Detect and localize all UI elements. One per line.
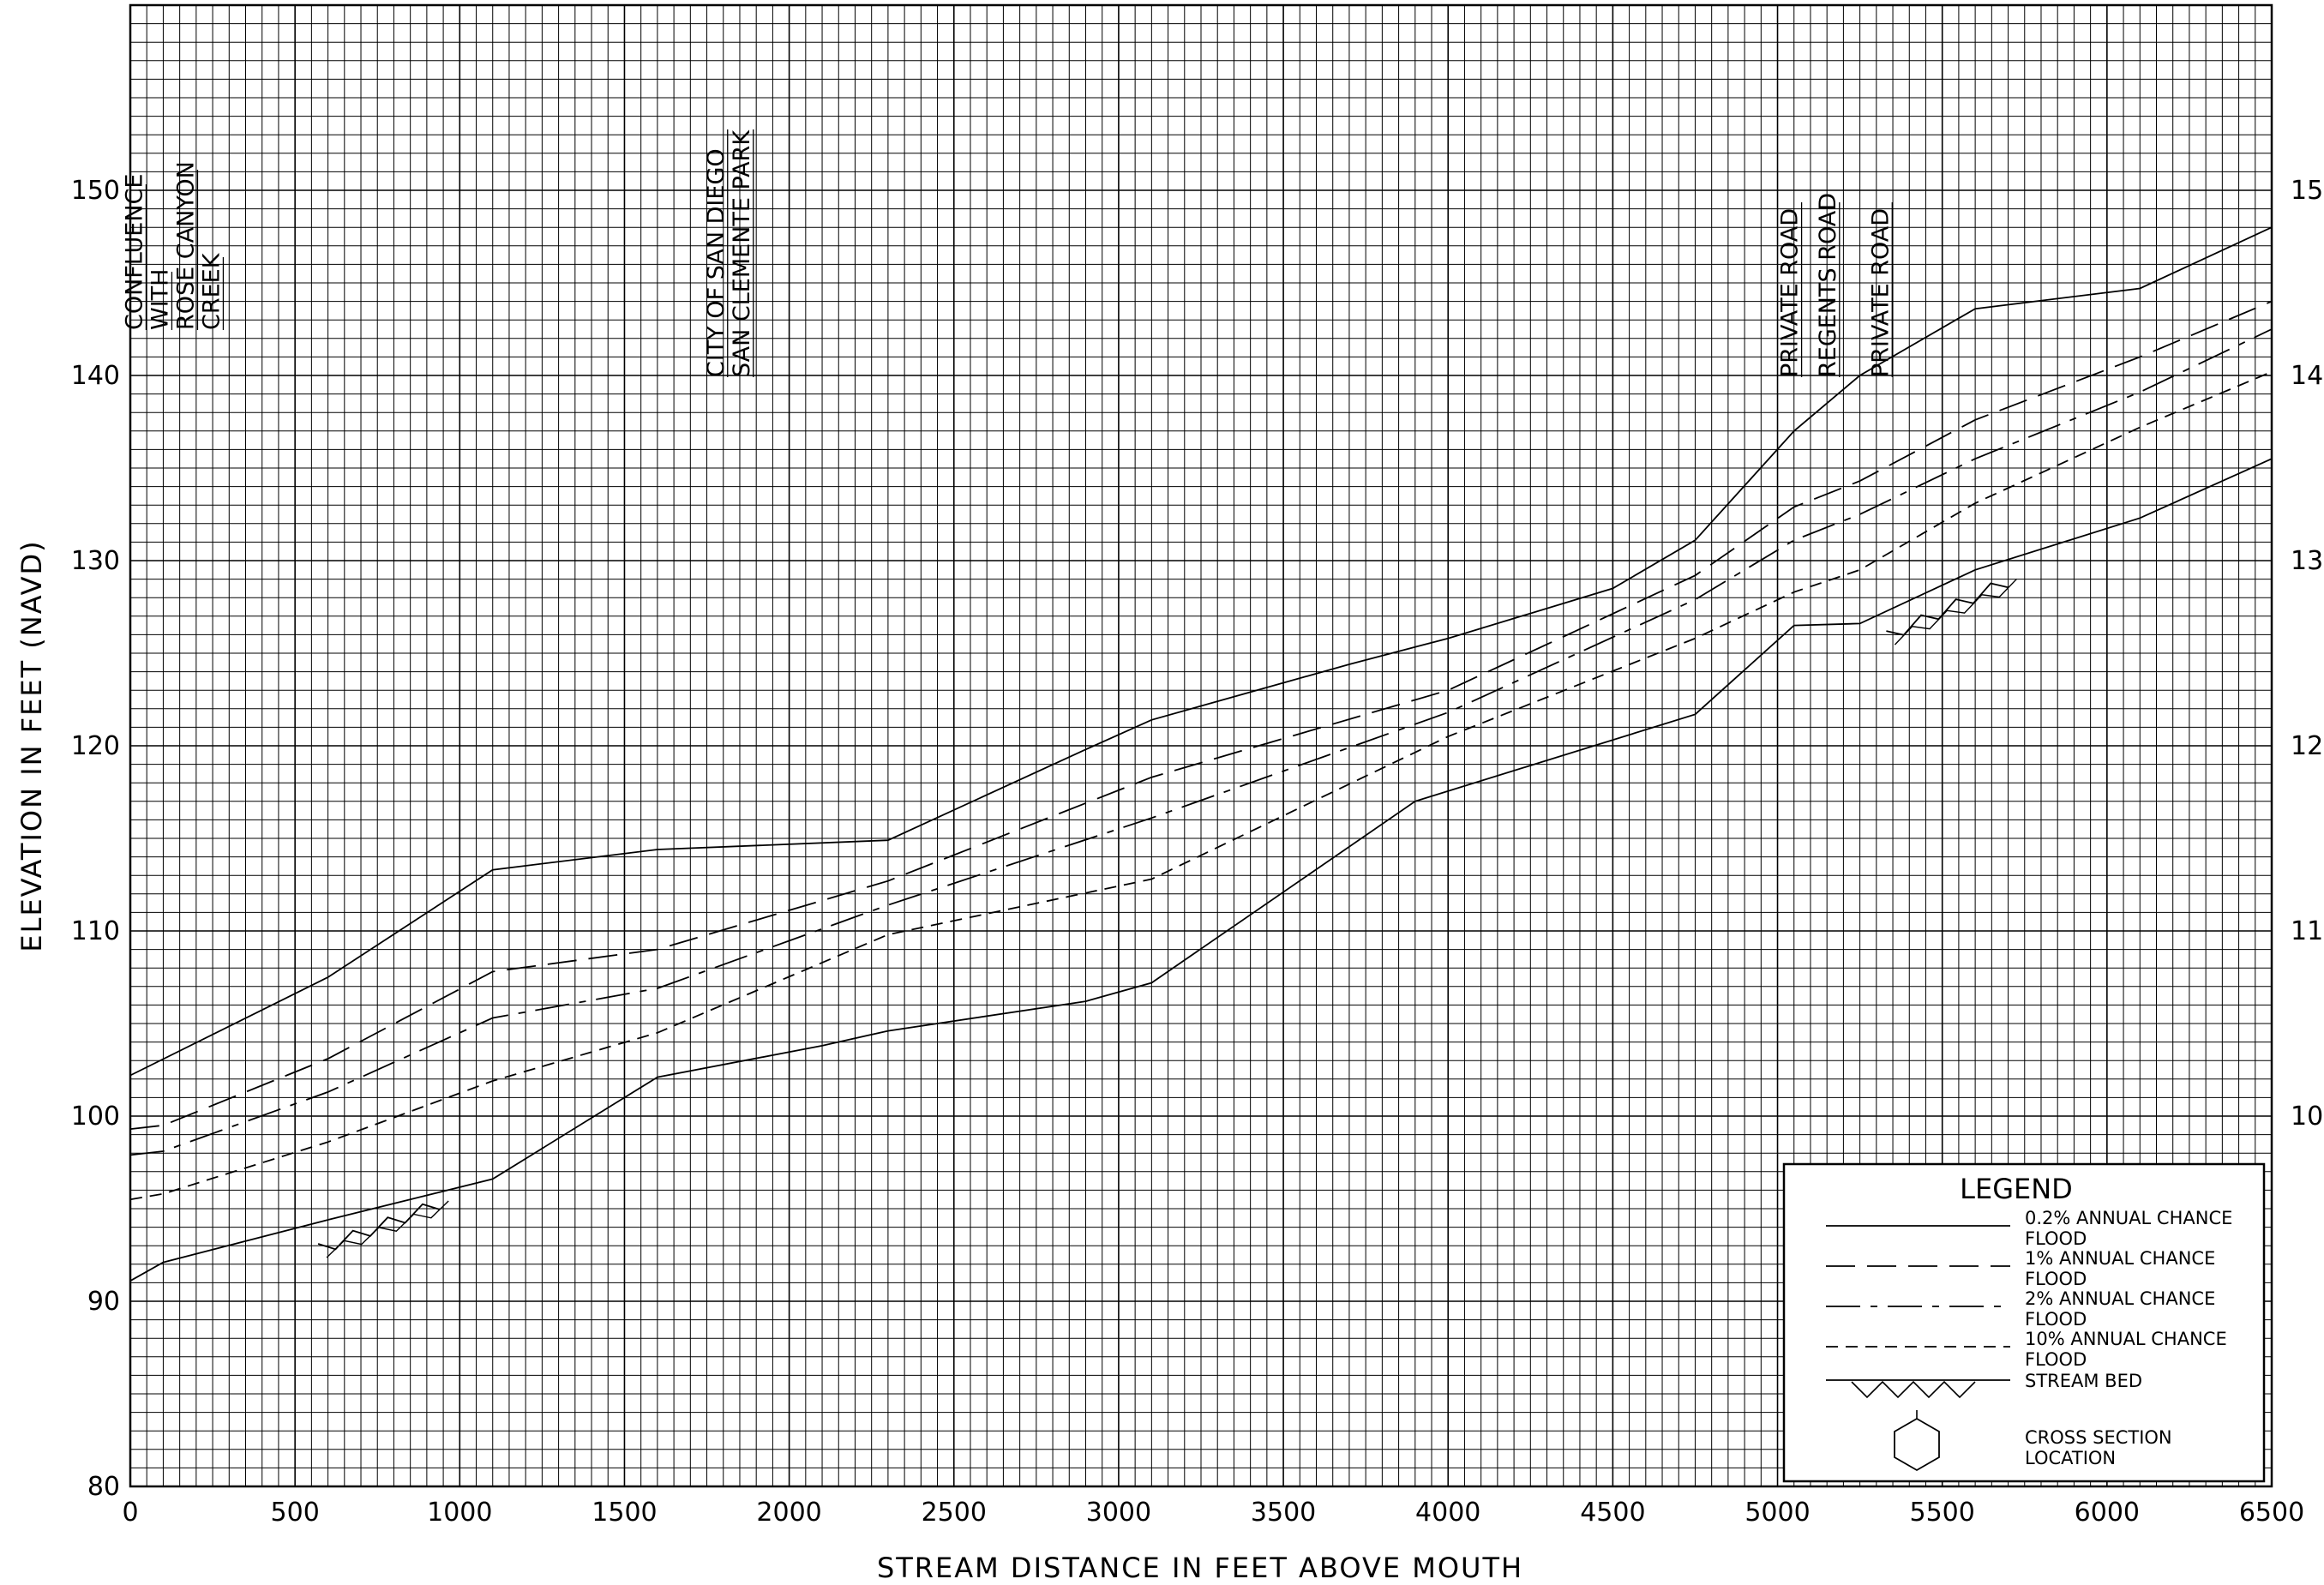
annotation-text: PRIVATE ROAD <box>1777 208 1804 377</box>
y-tick-label: 100 <box>71 1102 120 1132</box>
y-tick-label-right: 140 <box>2291 361 2324 391</box>
annotation-text: SAN CLEMENTE PARK <box>729 129 755 377</box>
y-tick-label: 120 <box>71 731 120 761</box>
annotation-text: REGENTS ROAD <box>1815 193 1841 377</box>
annotation-text: CITY OF SAN DIEGO <box>703 148 730 377</box>
legend-label: STREAM BED <box>2025 1371 2142 1391</box>
legend-swatch-stream-bed-hatch <box>1851 1380 1976 1399</box>
y-tick-label-right: 130 <box>2291 546 2324 576</box>
plot-frame <box>129 3 2273 1488</box>
stream-bed-hatch <box>1894 578 2018 645</box>
y-axis-label: ELEVATION IN FEET (NAVD) <box>15 539 48 952</box>
legend-label: FLOOD <box>2025 1349 2087 1370</box>
legend-title: LEGEND <box>1960 1173 2073 1205</box>
x-tick-label: 4500 <box>1580 1498 1645 1528</box>
annotation-text: WITH <box>147 269 174 330</box>
x-tick-label: 3500 <box>1251 1498 1316 1528</box>
x-tick-label: 3000 <box>1086 1498 1151 1528</box>
stream-bed-hatch <box>326 1200 449 1258</box>
y-tick-label: 110 <box>71 916 120 946</box>
series-line-flood-02 <box>129 226 2273 1077</box>
annotation-text: CONFLUENCE <box>122 174 148 330</box>
y-tick-label: 150 <box>71 176 120 206</box>
legend-label: CROSS SECTION <box>2025 1427 2172 1448</box>
tick-labels: 0 500 1000 1500 2000 2500 3000 3500 4000 4500 5000… <box>71 176 2324 1528</box>
legend-box <box>1782 1162 2266 1483</box>
annotation-text: ROSE CANYON <box>173 161 200 330</box>
series-line-flood-10 <box>129 370 2273 1201</box>
stream-bed-hatch-group <box>317 578 2018 1258</box>
y-tick-label: 140 <box>71 361 120 391</box>
legend-label: 2% ANNUAL CHANCE <box>2025 1288 2215 1309</box>
series-group <box>129 226 2273 1282</box>
y-tick-label: 90 <box>87 1287 120 1317</box>
x-tick-label: 500 <box>271 1498 320 1528</box>
x-axis-label: STREAM DISTANCE IN FEET ABOVE MOUTH <box>877 1552 1523 1584</box>
y-tick-label-right: 110 <box>2291 916 2324 946</box>
x-tick-label: 6000 <box>2075 1498 2140 1528</box>
x-tick-label: 5500 <box>1910 1498 1975 1528</box>
x-tick-label: 4000 <box>1415 1498 1480 1528</box>
legend-label: FLOOD <box>2025 1228 2087 1249</box>
x-tick-label: 0 <box>122 1498 138 1528</box>
annotations: CONFLUENCE WITH ROSE CANYON CREEK CITY OF SA… <box>122 129 1894 377</box>
x-tick-label: 6500 <box>2239 1498 2304 1528</box>
y-tick-label-right: 100 <box>2291 1102 2324 1132</box>
y-tick-label-right: 150 <box>2291 176 2324 206</box>
x-tick-label: 2500 <box>922 1498 987 1528</box>
x-tick-label: 1000 <box>427 1498 492 1528</box>
legend-label: 10% ANNUAL CHANCE <box>2025 1329 2227 1349</box>
legend-label: FLOOD <box>2025 1269 2087 1289</box>
y-tick-label: 80 <box>87 1472 120 1502</box>
legend-label: FLOOD <box>2025 1309 2087 1330</box>
legend-swatch-cross-section-icon <box>1894 1417 1940 1472</box>
y-tick-label: 130 <box>71 546 120 576</box>
legend-label: LOCATION <box>2025 1448 2116 1468</box>
annotation-text: CREEK <box>199 252 225 330</box>
x-tick-label: 5000 <box>1745 1498 1810 1528</box>
annotation-text: PRIVATE ROAD <box>1867 208 1894 377</box>
legend-label: 1% ANNUAL CHANCE <box>2025 1248 2215 1269</box>
series-line-flood-1 <box>129 300 2273 1130</box>
y-tick-label-right: 120 <box>2291 731 2324 761</box>
x-tick-label: 2000 <box>756 1498 821 1528</box>
legend-label: 0.2% ANNUAL CHANCE <box>2025 1208 2232 1228</box>
series-line-stream-bed <box>129 458 2273 1282</box>
series-line-flood-2 <box>129 328 2273 1156</box>
x-tick-label: 1500 <box>592 1498 657 1528</box>
